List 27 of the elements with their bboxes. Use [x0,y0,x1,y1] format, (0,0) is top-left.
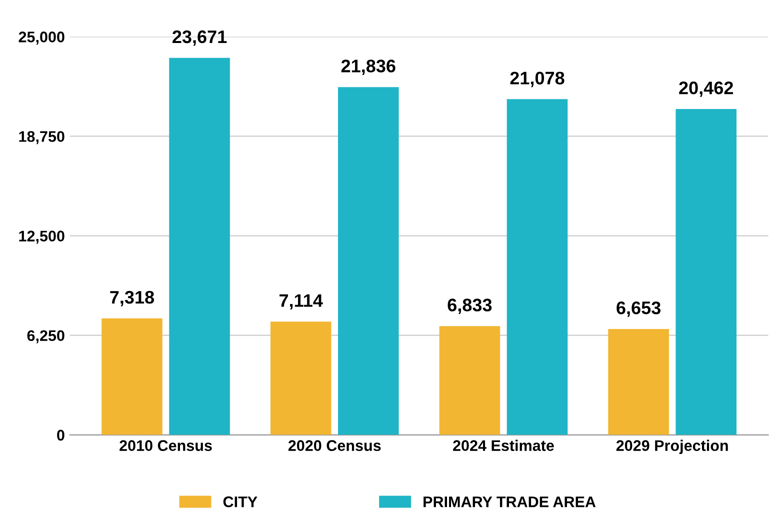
bar [270,322,332,435]
bar [338,87,399,435]
legend-label: CITY [223,496,258,508]
bar [169,58,230,435]
legend-label: PRIMARY TRADE AREA [424,496,596,508]
x-tick-label: 2010 Census [120,440,212,452]
bar [102,318,162,435]
y-tick-label: 25,000 [18,32,64,45]
data-label: 23,671 [172,30,227,46]
data-label: 20,462 [679,82,733,97]
data-label: 7,114 [280,294,323,310]
bar [506,99,568,435]
data-label: 21,078 [510,72,564,88]
x-tick-label: 2029 Projection [616,440,728,454]
bar [608,328,669,435]
x-tick-label: 2024 Estimate [453,440,554,452]
y-tick-label: 6,250 [27,330,64,344]
bar [439,326,500,435]
y-tick-label: 18,750 [19,131,64,144]
y-tick-label: 0 [57,430,64,441]
data-label: 6,833 [448,298,492,314]
data-label: 21,836 [341,60,396,76]
y-tick-label: 12,500 [19,230,64,244]
x-tick-label: 2020 Census [288,440,381,452]
data-label: 6,653 [616,301,660,317]
data-label: 7,318 [110,290,154,306]
bar [676,108,736,435]
